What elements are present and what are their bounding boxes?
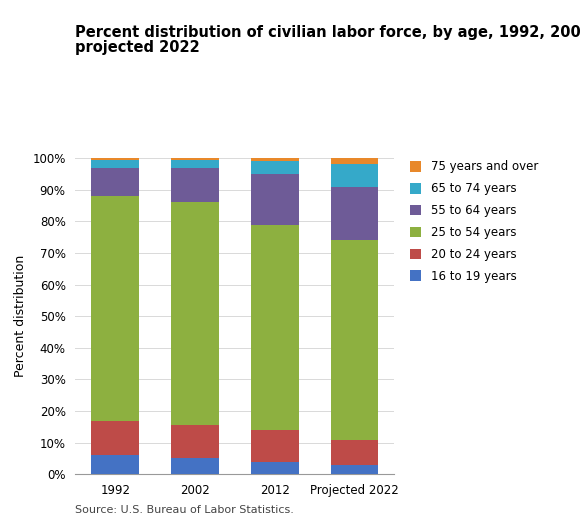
Bar [331,465,379,474]
Bar [331,164,379,187]
Bar [92,196,139,421]
Bar [331,158,379,164]
Bar [251,174,299,225]
Bar [171,458,219,474]
Text: Source: U.S. Bureau of Labor Statistics.: Source: U.S. Bureau of Labor Statistics. [75,505,294,515]
Bar [171,160,219,168]
Bar [251,158,299,161]
Text: Percent distribution of civilian labor force, by age, 1992, 2002, 2012, and: Percent distribution of civilian labor f… [75,25,580,40]
Bar [331,187,379,240]
Bar [171,168,219,202]
Bar [171,202,219,425]
Bar [92,160,139,168]
Text: projected 2022: projected 2022 [75,41,200,55]
Bar [92,455,139,474]
Bar [331,240,379,440]
Y-axis label: Percent distribution: Percent distribution [14,255,27,377]
Bar [92,168,139,196]
Bar [171,425,219,458]
Bar [251,225,299,430]
Bar [171,158,219,160]
Bar [251,462,299,474]
Legend: 75 years and over, 65 to 74 years, 55 to 64 years, 25 to 54 years, 20 to 24 year: 75 years and over, 65 to 74 years, 55 to… [407,158,541,285]
Bar [251,430,299,462]
Bar [92,421,139,455]
Bar [331,440,379,465]
Bar [92,158,139,160]
Bar [251,161,299,174]
